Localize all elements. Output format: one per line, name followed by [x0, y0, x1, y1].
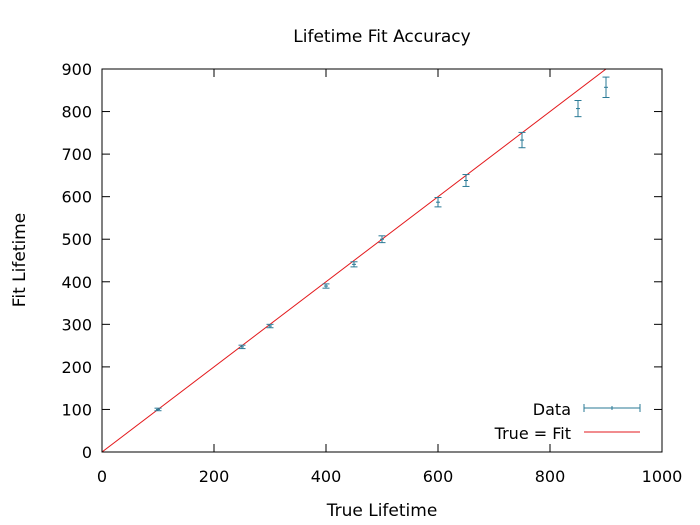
data-point [322, 283, 330, 289]
data-point [574, 99, 582, 118]
data-point [238, 344, 246, 350]
x-tick-label: 400 [311, 467, 342, 486]
y-tick-label: 100 [61, 400, 92, 419]
data-point [154, 407, 162, 412]
data-point [462, 174, 470, 187]
y-tick-label: 200 [61, 358, 92, 377]
data-point [518, 131, 526, 149]
y-tick-label: 900 [61, 60, 92, 79]
axis-ticks [101, 68, 663, 453]
y-tick-label: 500 [61, 230, 92, 249]
y-tick-label: 800 [61, 103, 92, 122]
x-tick-label: 1000 [642, 467, 683, 486]
data-point [350, 261, 358, 268]
y-tick-label: 600 [61, 188, 92, 207]
data-points-layer [154, 76, 610, 412]
legend-swatch-data [583, 404, 641, 412]
y-tick-label: 400 [61, 273, 92, 292]
chart-title: Lifetime Fit Accuracy [293, 27, 470, 47]
y-axis-title: Fit Lifetime [10, 213, 30, 307]
legend-label-data: Data [533, 400, 571, 419]
x-tick-label: 600 [423, 467, 454, 486]
tick-labels: 0 200 400 600 800 1000 0 100 200 300 400 500 600 700 8… [61, 60, 682, 486]
plot-frame [101, 68, 663, 453]
data-point [602, 76, 610, 99]
data-point [266, 323, 274, 329]
x-tick-label: 200 [199, 467, 230, 486]
legend-label-true-fit: True = Fit [494, 424, 571, 443]
y-tick-label: 0 [82, 443, 92, 462]
x-axis-title: True Lifetime [326, 501, 438, 521]
data-point [434, 197, 442, 208]
y-tick-label: 300 [61, 315, 92, 334]
legend: Data True = Fit [494, 400, 641, 443]
x-tick-label: 800 [535, 467, 566, 486]
x-tick-label: 0 [97, 467, 107, 486]
y-tick-label: 700 [61, 145, 92, 164]
data-point [378, 235, 386, 244]
